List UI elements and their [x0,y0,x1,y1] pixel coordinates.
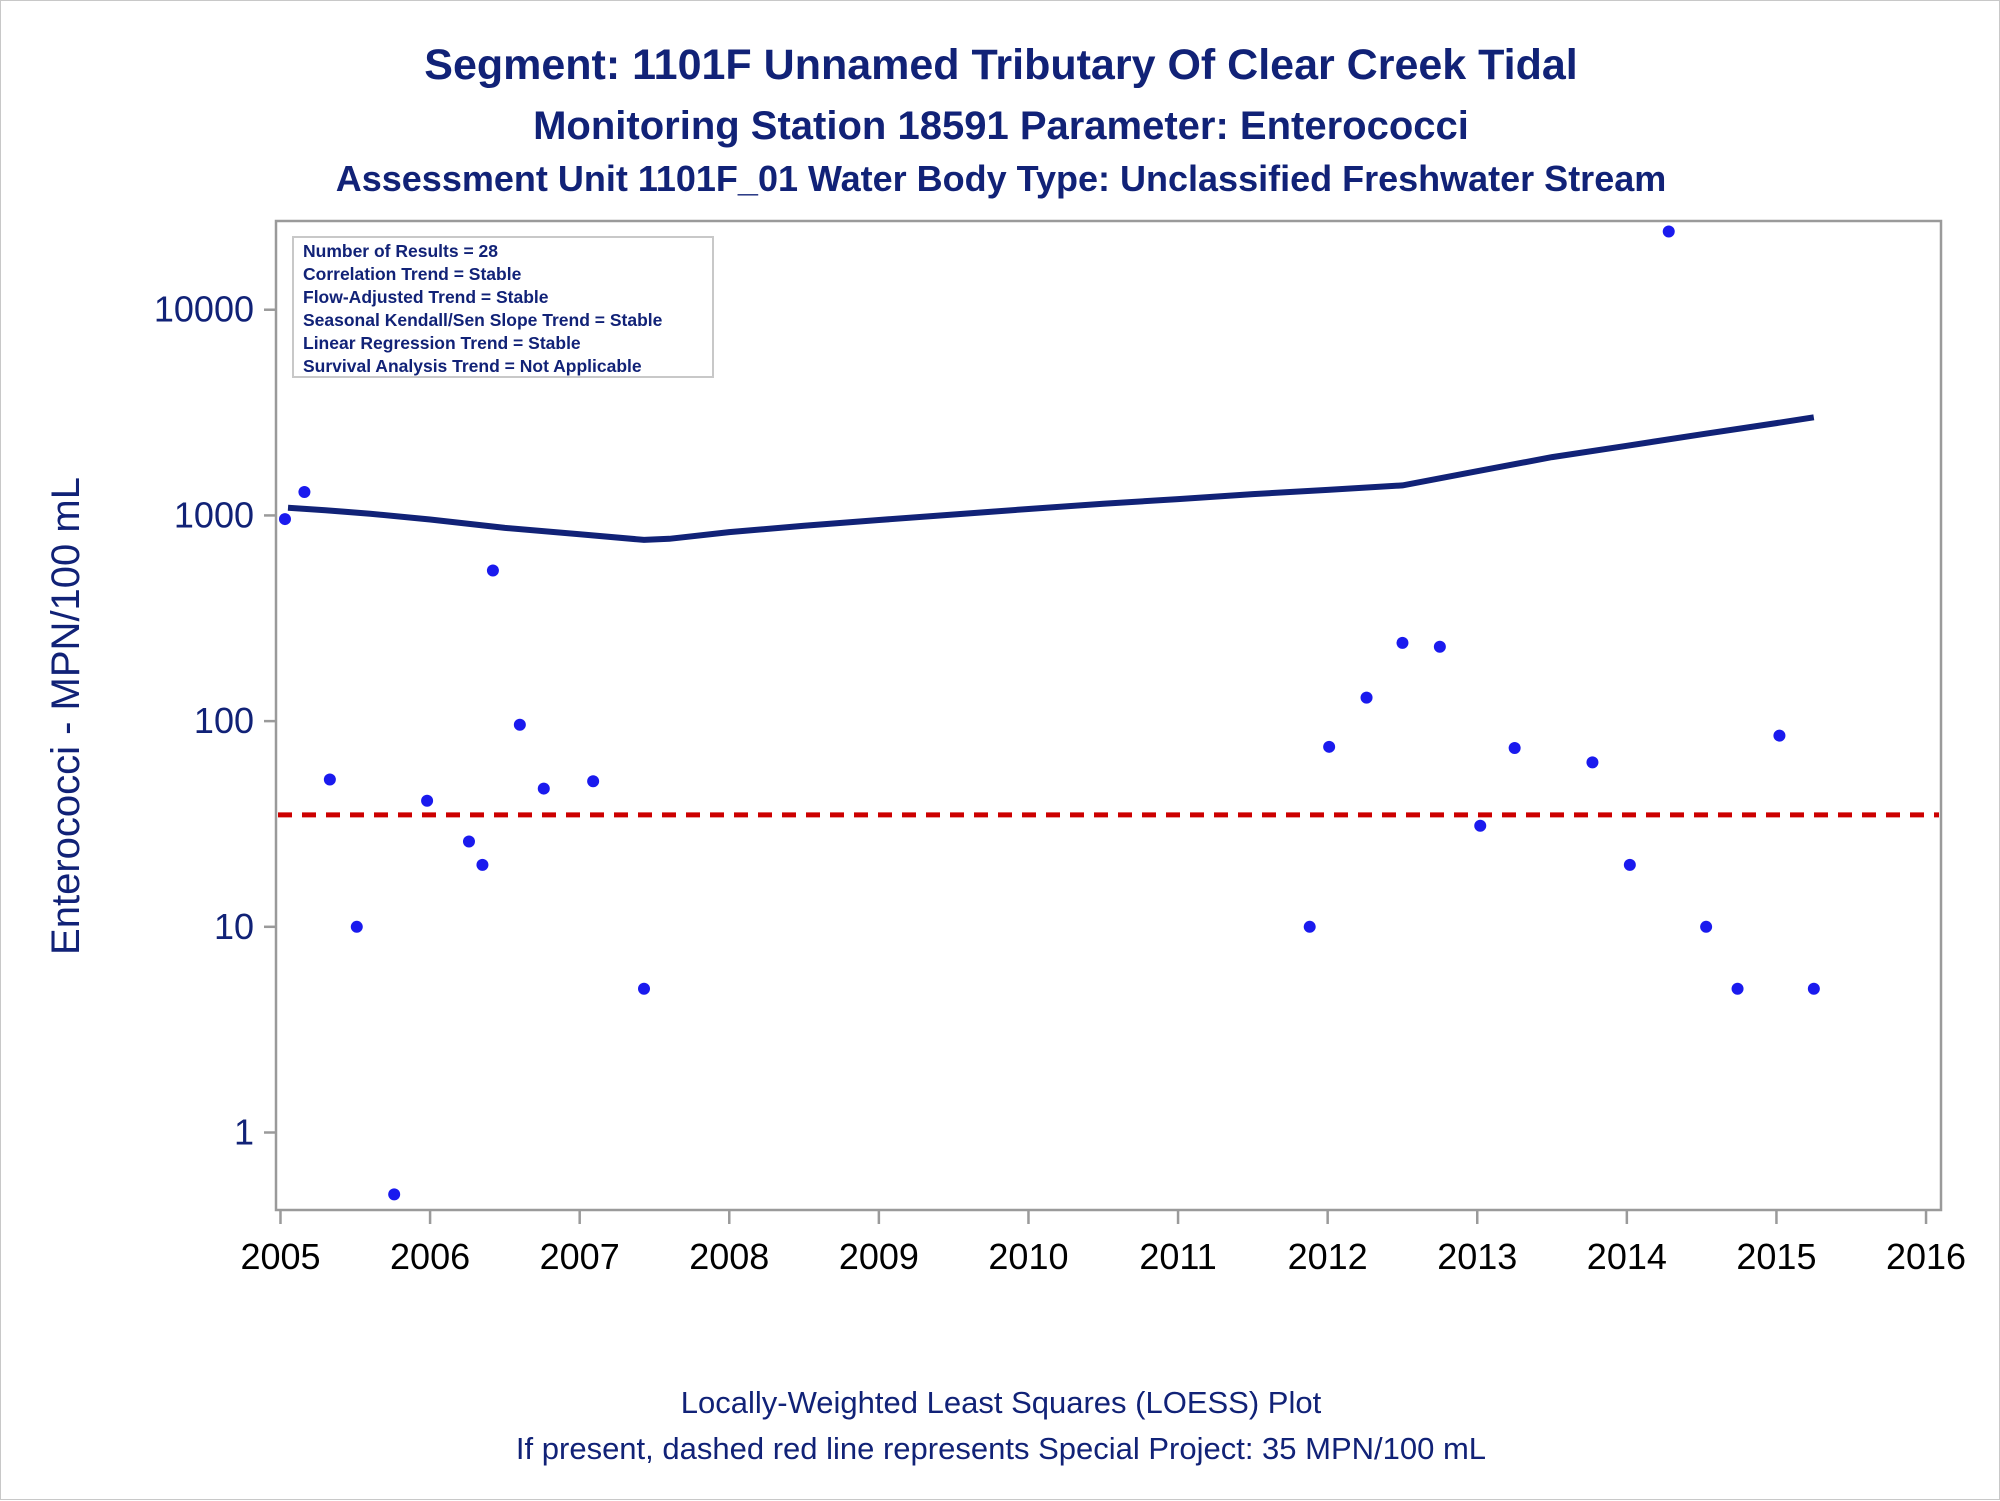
data-point [298,485,311,498]
data-point [1700,920,1713,933]
stat-number-of-results: Number of Results = 28 [303,241,498,261]
x-tick-label: 2012 [1288,1236,1368,1277]
data-point [1303,920,1316,933]
footnote-reference: If present, dashed red line represents S… [516,1431,1486,1466]
data-point [476,858,489,871]
chart-subtitle-2: Assessment Unit 1101F_01 Water Body Type… [336,158,1667,199]
data-point [1731,982,1744,995]
stat-linear-regression-trend: Linear Regression Trend = Stable [303,333,581,353]
stat-survival-analysis-trend: Survival Analysis Trend = Not Applicable [303,356,642,376]
data-point [537,782,550,795]
chart-title: Segment: 1101F Unnamed Tributary Of Clea… [424,41,1577,89]
stat-flow-adjusted-trend: Flow-Adjusted Trend = Stable [303,287,549,307]
y-tick-label: 100 [194,700,254,741]
data-point [1360,691,1373,704]
y-tick-label: 1 [234,1112,254,1153]
x-tick-label: 2008 [689,1236,769,1277]
stat-seasonal-kendall-trend: Seasonal Kendall/Sen Slope Trend = Stabl… [303,310,663,330]
x-tick-label: 2006 [390,1236,470,1277]
x-tick-label: 2011 [1139,1236,1216,1277]
loess-curve [287,414,1815,543]
data-point [278,513,291,526]
data-point [1396,636,1409,649]
stats-box-border [292,236,714,378]
data-point [462,835,475,848]
x-axis: 2005 2006 2007 2008 2009 2010 2011 2012 2013 2014… [240,1210,1966,1277]
data-point [1807,982,1820,995]
x-tick-label: 2005 [240,1236,320,1277]
stats-box: Number of Results = 28 Correlation Trend… [292,236,714,378]
x-tick-label: 2016 [1886,1236,1966,1277]
data-point [1323,740,1336,753]
data-point [388,1188,401,1201]
data-point [1662,225,1675,238]
footnote-loess: Locally-Weighted Least Squares (LOESS) P… [681,1385,1322,1420]
plot-area [274,219,1943,1212]
x-tick-label: 2010 [988,1236,1068,1277]
y-tick-label: 10 [214,906,254,947]
x-tick-label: 2014 [1587,1236,1667,1277]
data-point [587,775,600,788]
y-axis-label: Enterococci - MPN/100 mL [44,477,88,955]
data-point [486,564,499,577]
y-axis: 1 10 100 1000 10000 [154,289,276,1153]
x-tick-label: 2007 [540,1236,620,1277]
x-tick-label: 2009 [839,1236,919,1277]
data-point [513,718,526,731]
x-tick-label: 2013 [1437,1236,1517,1277]
data-point [323,773,336,786]
data-point [638,982,651,995]
data-point [350,920,363,933]
chart-subtitle-1: Monitoring Station 18591 Parameter: Ente… [533,104,1469,148]
stat-correlation-trend: Correlation Trend = Stable [303,264,522,284]
data-point [1474,819,1487,832]
x-tick-label: 2015 [1736,1236,1816,1277]
data-point [1623,858,1636,871]
data-point [1433,640,1446,653]
y-tick-label: 1000 [174,494,254,535]
data-point [1773,729,1786,742]
y-tick-label: 10000 [154,289,254,330]
data-point [1508,742,1521,755]
data-point [1586,756,1599,769]
data-point [421,794,434,807]
